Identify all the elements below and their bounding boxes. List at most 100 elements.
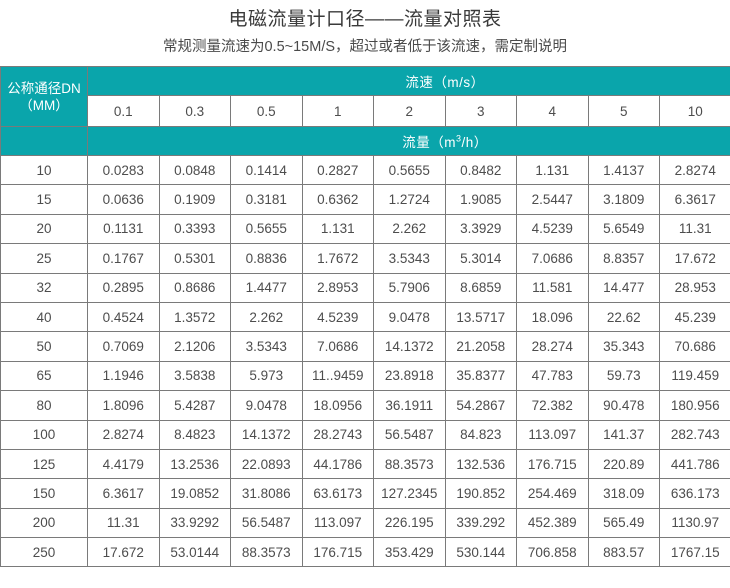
flow-value-cell: 4.5239 [516,213,589,245]
flow-value-cell: 14.1372 [230,419,303,450]
dn-value-cell: 250 [0,537,88,568]
flow-value-cell: 35.343 [587,331,660,362]
flow-value-cell: 0.0283 [87,154,160,186]
flow-value-cell: 8.6859 [444,272,517,303]
velocity-column-header: 2 [373,95,446,127]
dn-header-cell: 公称通径DN （MM） [0,66,88,127]
table-row: 50 0.7069 2.1206 3.5343 7.0686 14.1372 21.2058… [0,331,730,362]
flow-value-cell: 3.3929 [444,213,517,245]
flow-value-cell: 36.1911 [373,390,446,421]
flow-value-cell: 0.7069 [87,331,160,362]
flow-value-cell: 22.62 [587,301,660,333]
flow-value-cell: 0.3181 [230,184,303,215]
flow-value-cell: 2.1206 [158,331,231,362]
flow-value-cell: 4.5239 [301,301,374,333]
flow-value-cell: 5.973 [230,360,303,392]
flow-value-cell: 2.8274 [87,419,160,450]
flow-value-cell: 11.31 [659,213,730,245]
flow-value-cell: 132.536 [444,448,517,480]
dn-value-cell: 150 [0,478,88,509]
flow-value-cell: 0.5301 [158,243,231,274]
flow-value-cell: 88.3573 [373,448,446,480]
flow-value-cell: 14.477 [587,272,660,303]
flow-value-cell: 1.3572 [158,301,231,333]
flow-value-cell: 226.195 [373,507,446,539]
dn-value-cell: 32 [0,272,88,303]
flow-value-cell: 180.956 [659,390,730,421]
velocity-column-header: 5 [587,95,660,127]
flow-value-cell: 59.73 [587,360,660,392]
flow-value-cell: 11.31 [87,507,160,539]
flow-value-cell: 1.7672 [301,243,374,274]
flow-value-cell: 31.8086 [230,478,303,509]
page-subtitle: 常规测量流速为0.5~15M/S，超过或者低于该流速，需定制说明 [162,39,568,55]
flow-value-cell: 11..9459 [301,360,374,392]
header-row-velocity-group: 公称通径DN （MM） 流速（m/s） [0,66,730,127]
flow-value-cell: 6.3617 [87,478,160,509]
flow-value-cell: 35.8377 [444,360,517,392]
flow-value-cell: 2.262 [230,301,303,333]
flow-value-cell: 2.262 [373,213,446,245]
flow-value-cell: 70.686 [659,331,730,362]
flow-value-cell: 28.274 [516,331,589,362]
flow-value-cell: 45.239 [659,301,730,333]
flow-value-cell: 0.2895 [87,272,160,303]
table-body: 10 0.0283 0.0848 0.1414 0.2827 0.5655 0.8482 1.… [0,154,730,568]
flow-value-cell: 7.0686 [516,243,589,274]
flow-value-cell: 318.09 [587,478,660,509]
flow-value-cell: 0.8686 [158,272,231,303]
dn-value-cell: 100 [0,419,88,450]
flow-value-cell: 2.8274 [659,154,730,186]
dn-value-cell: 40 [0,301,88,333]
flow-value-cell: 119.459 [659,360,730,392]
dn-value-cell: 50 [0,331,88,362]
table-row: 200 11.31 33.9292 56.5487 113.097 226.195 339.… [0,507,730,539]
table-row: 15 0.0636 0.1909 0.3181 0.6362 1.2724 1.9085 2.… [0,184,730,215]
velocity-column-header: 0.1 [87,95,160,127]
flow-value-cell: 0.5655 [373,154,446,186]
flow-value-cell: 13.5717 [444,301,517,333]
table-row: 25 0.1767 0.5301 0.8836 1.7672 3.5343 5.3014 7.… [0,243,730,274]
flow-value-cell: 17.672 [87,537,160,568]
flow-value-cell: 2.5447 [516,184,589,215]
flow-value-cell: 0.0848 [158,154,231,186]
flow-value-cell: 7.0686 [301,331,374,362]
velocity-column-header: 0.3 [158,95,231,127]
flow-value-cell: 141.37 [587,419,660,450]
flow-value-cell: 17.672 [659,243,730,274]
table-row: 40 0.4524 1.3572 2.262 4.5239 9.0478 13.5717 18… [0,301,730,333]
flow-value-cell: 21.2058 [444,331,517,362]
flow-value-cell: 0.2827 [301,154,374,186]
table-row: 80 1.8096 5.4287 9.0478 18.0956 36.1911 54.286… [0,390,730,421]
flow-value-cell: 883.57 [587,537,660,568]
flow-value-cell: 0.8836 [230,243,303,274]
flow-value-cell: 8.8357 [587,243,660,274]
flow-value-cell: 14.1372 [373,331,446,362]
flow-value-cell: 113.097 [516,419,589,450]
flow-value-cell: 5.3014 [444,243,517,274]
flow-value-cell: 452.389 [516,507,589,539]
flow-value-cell: 1.2724 [373,184,446,215]
velocity-column-header: 0.5 [230,95,303,127]
flow-value-cell: 5.6549 [587,213,660,245]
flow-value-cell: 63.6173 [301,478,374,509]
dn-value-cell: 15 [0,184,88,215]
flow-value-cell: 1130.97 [659,507,730,539]
flow-value-cell: 33.9292 [158,507,231,539]
dn-value-cell: 20 [0,213,88,245]
velocity-column-header: 1 [301,95,374,127]
dn-header-line2: （MM） [19,97,69,113]
dn-value-cell: 65 [0,360,88,392]
velocity-column-header: 10 [659,95,730,127]
flow-value-cell: 11.581 [516,272,589,303]
flow-value-cell: 339.292 [444,507,517,539]
flow-value-cell: 0.1767 [87,243,160,274]
flow-value-cell: 1.4477 [230,272,303,303]
flow-value-cell: 530.144 [444,537,517,568]
flow-value-cell: 44.1786 [301,448,374,480]
flow-value-cell: 4.4179 [87,448,160,480]
dn-value-cell: 25 [0,243,88,274]
flow-value-cell: 53.0144 [158,537,231,568]
flow-value-cell: 0.6362 [301,184,374,215]
flow-value-cell: 0.4524 [87,301,160,333]
